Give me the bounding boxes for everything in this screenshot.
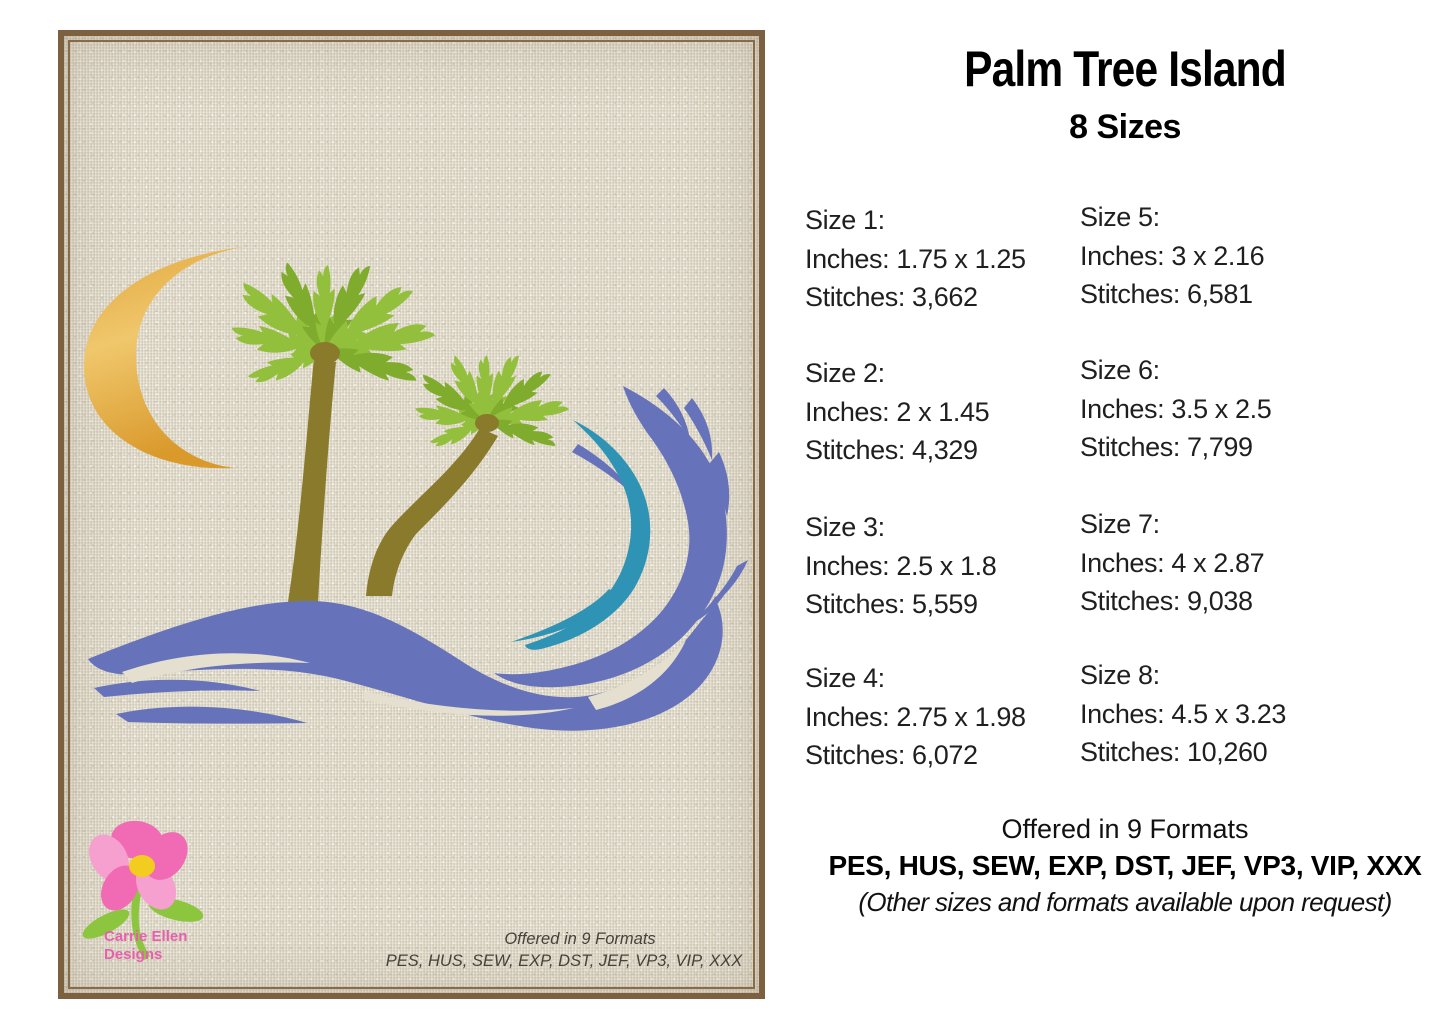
size-inches: Inches: 3.5 x 2.5 [1080,393,1272,424]
size-inches: Inches: 2.5 x 1.8 [805,550,997,581]
water-spike-left-2 [116,706,307,724]
embroidery-photo: Carrie Ellen Designs Offered in 9 Format… [58,30,765,999]
size-stitches: Stitches: 9,038 [1080,586,1253,616]
wave-inner-sliver [572,444,637,498]
photo-watermark: Offered in 9 Formats PES, HUS, SEW, EXP,… [386,930,743,970]
size-label: Size 2: [805,358,885,388]
size-block-3: Size 3: Inches: 2.5 x 1.8 Stitches: 5,55… [805,508,1085,624]
palm-tree-small [366,350,571,596]
size-inches: Inches: 4 x 2.87 [1080,547,1265,578]
palm-tree-large [228,258,437,602]
logo-text-line2: Designs [104,946,162,963]
size-block-5: Size 5: Inches: 3 x 2.16 Stitches: 6,581 [1080,198,1360,314]
wave-spike-top-1 [656,388,690,440]
logo-flower [89,820,188,911]
size-label: Size 4: [805,663,885,693]
formats-note: (Other sizes and formats available upon … [858,887,1392,917]
size-block-6: Size 6: Inches: 3.5 x 2.5 Stitches: 7,79… [1080,351,1360,467]
water-line [88,600,723,731]
size-block-1: Size 1: Inches: 1.75 x 1.25 Stitches: 3,… [805,201,1085,317]
formats-list: PES, HUS, SEW, EXP, DST, JEF, VP3, VIP, … [828,850,1422,881]
crescent-moon-shape [84,246,251,469]
wave-spike-top-2 [684,398,713,460]
water-band-splits [122,640,686,716]
logo-flower-center [129,855,155,877]
size-stitches: Stitches: 4,329 [805,435,978,465]
size-stitches: Stitches: 3,662 [805,282,978,312]
size-block-2: Size 2: Inches: 2 x 1.45 Stitches: 4,329 [805,354,1085,470]
size-stitches: Stitches: 7,799 [1080,432,1253,462]
size-inches: Inches: 4.5 x 3.23 [1080,698,1286,729]
palm-trunk-large [288,358,336,602]
size-stitches: Stitches: 5,559 [805,589,978,619]
size-inches: Inches: 2.75 x 1.98 [805,701,1026,732]
size-stitches: Stitches: 6,072 [805,740,978,770]
palm-trunk-small [366,428,498,596]
size-block-8: Size 8: Inches: 4.5 x 3.23 Stitches: 10,… [1080,656,1360,772]
wave-outer [494,386,748,688]
teal-sliver [511,589,622,642]
product-title: Palm Tree Island [964,41,1287,97]
palm-crown-small [475,414,499,432]
embroidery-art: Carrie Ellen Designs Offered in 9 Format… [82,246,748,970]
formats-heading: Offered in 9 Formats [1001,814,1249,844]
size-inches: Inches: 2 x 1.45 [805,396,990,427]
water-band [88,600,723,731]
size-inches: Inches: 3 x 2.16 [1080,240,1265,271]
size-label: Size 8: [1080,660,1160,690]
size-label: Size 6: [1080,355,1160,385]
wave-spike-bottom-1 [700,560,748,615]
size-label: Size 7: [1080,509,1160,539]
palm-crown-large [310,342,340,364]
wave-main-band [494,386,727,688]
watermark-line1: Offered in 9 Formats [504,930,655,948]
brand-logo: Carrie Ellen Designs [82,820,204,963]
wave-spike-bottom-2 [677,592,726,631]
size-count-subtitle: 8 Sizes [1069,108,1181,146]
size-label: Size 1: [805,205,885,235]
size-inches: Inches: 1.75 x 1.25 [805,243,1026,274]
wave-spike-top-3 [709,452,730,516]
size-label: Size 5: [1080,202,1160,232]
ocean-wave-curl [494,386,748,688]
water-spike-left-1 [94,679,260,697]
watermark-line2: PES, HUS, SEW, EXP, DST, JEF, VP3, VIP, … [386,952,743,970]
teal-band [525,420,651,650]
size-block-4: Size 4: Inches: 2.75 x 1.98 Stitches: 6,… [805,659,1085,775]
wave-inner-teal [511,420,651,650]
size-label: Size 3: [805,512,885,542]
logo-text-line1: Carrie Ellen [104,928,187,945]
size-stitches: Stitches: 10,260 [1080,737,1268,767]
size-block-7: Size 7: Inches: 4 x 2.87 Stitches: 9,038 [1080,505,1360,621]
size-stitches: Stitches: 6,581 [1080,279,1253,309]
logo-leaf-left [82,909,130,939]
logo-stem [131,886,150,960]
